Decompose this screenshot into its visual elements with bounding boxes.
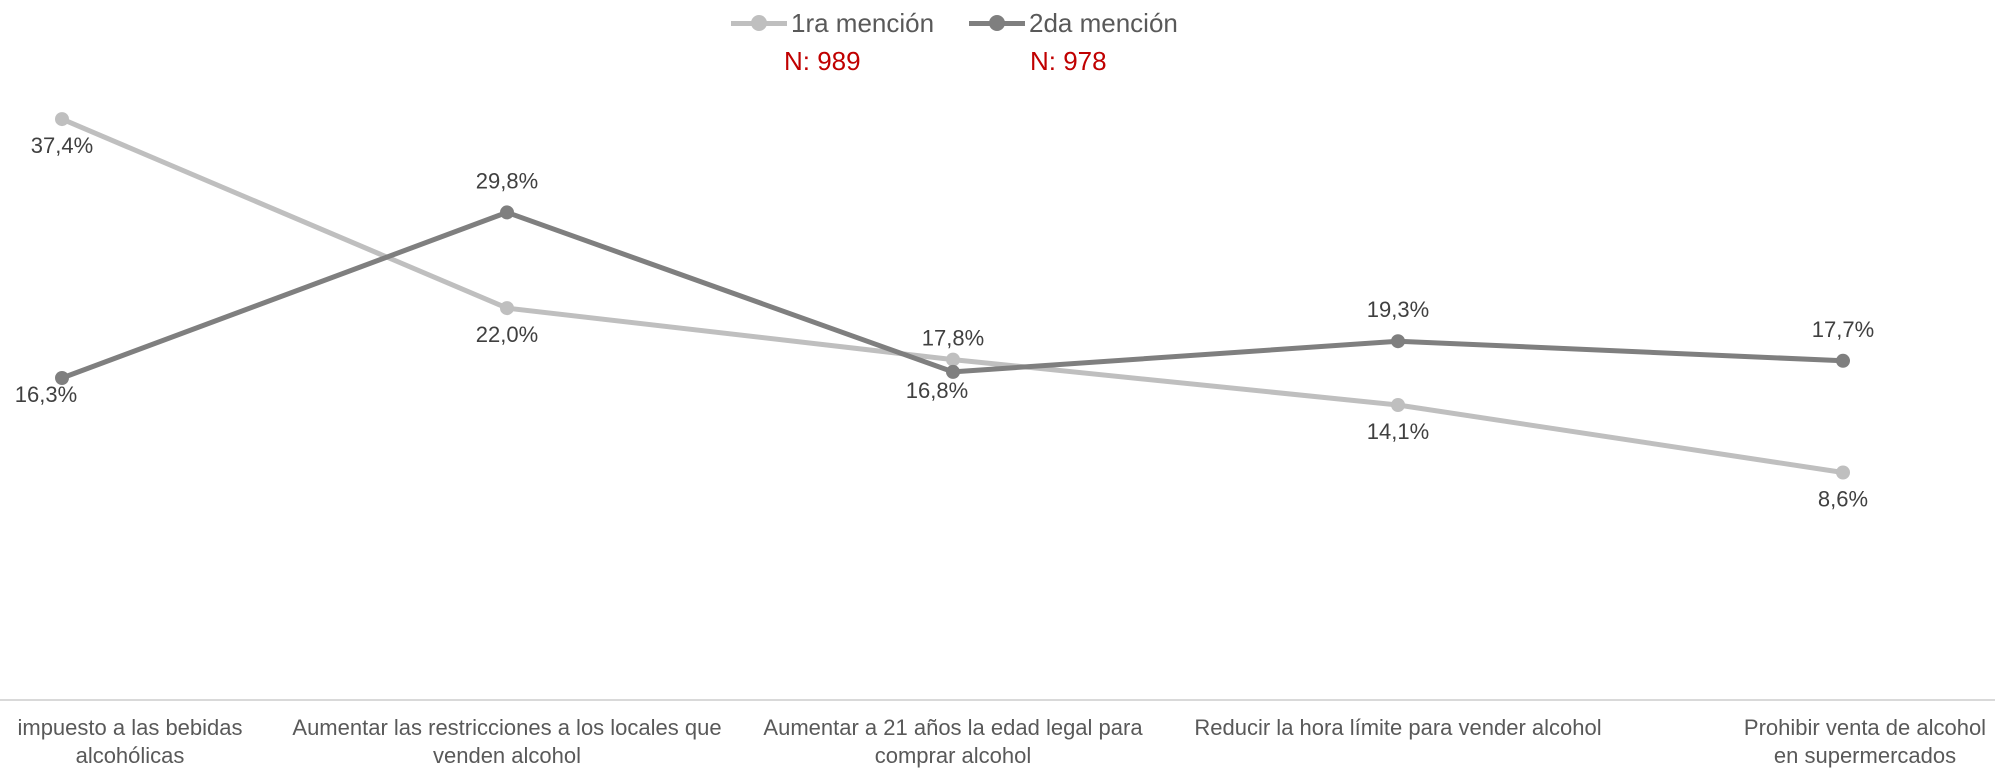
series-2-point bbox=[1391, 334, 1405, 349]
series-1-point bbox=[500, 301, 514, 316]
series-2-data-label: 16,3% bbox=[15, 382, 77, 407]
category-label: impuesto a las bebidas alcohólicas bbox=[17, 715, 243, 768]
series-2-data-label: 16,8% bbox=[906, 378, 968, 403]
series-1-line bbox=[61, 116, 1844, 475]
legend-series1: 1ra mención bbox=[731, 8, 934, 38]
series-2-point bbox=[55, 371, 69, 385]
category-label: Aumentar a 21 años la edad legal para co… bbox=[763, 715, 1143, 768]
series-2-data-label: 29,8% bbox=[476, 168, 538, 193]
series-2-data-label: 17,7% bbox=[1812, 317, 1874, 342]
legend-series1-label: 1ra mención bbox=[791, 7, 935, 38]
series-2-point bbox=[1836, 353, 1850, 368]
category-label: Aumentar las restricciones a los locales… bbox=[292, 715, 722, 768]
legend-series2-marker-icon bbox=[969, 8, 1025, 38]
category-label: Prohibir venta de alcohol en supermercad… bbox=[1743, 715, 1987, 768]
series-1-point bbox=[1836, 465, 1850, 480]
category-label: Reducir la hora límite para vender alcoh… bbox=[1194, 715, 1602, 740]
series-1-point bbox=[55, 112, 69, 127]
legend-series1-marker-icon bbox=[731, 8, 787, 38]
series-1-data-label: 14,1% bbox=[1367, 419, 1429, 444]
series-1-data-label: 37,4% bbox=[31, 133, 93, 158]
series-1-point bbox=[946, 352, 960, 367]
series1-sample-size: N: 989 bbox=[784, 46, 861, 76]
series-2-data-label: 19,3% bbox=[1367, 297, 1429, 322]
series2-sample-size: N: 978 bbox=[1030, 46, 1107, 76]
legend-series2: 2da mención bbox=[969, 8, 1178, 38]
series-1-data-label: 8,6% bbox=[1818, 487, 1868, 512]
series-1-data-label: 17,8% bbox=[922, 326, 984, 351]
series-2-point bbox=[946, 364, 960, 379]
series-1-data-label: 22,0% bbox=[476, 322, 538, 347]
legend-series2-label: 2da mención bbox=[1029, 7, 1178, 38]
series-1-point bbox=[1391, 398, 1405, 412]
series-2-point bbox=[500, 205, 514, 220]
